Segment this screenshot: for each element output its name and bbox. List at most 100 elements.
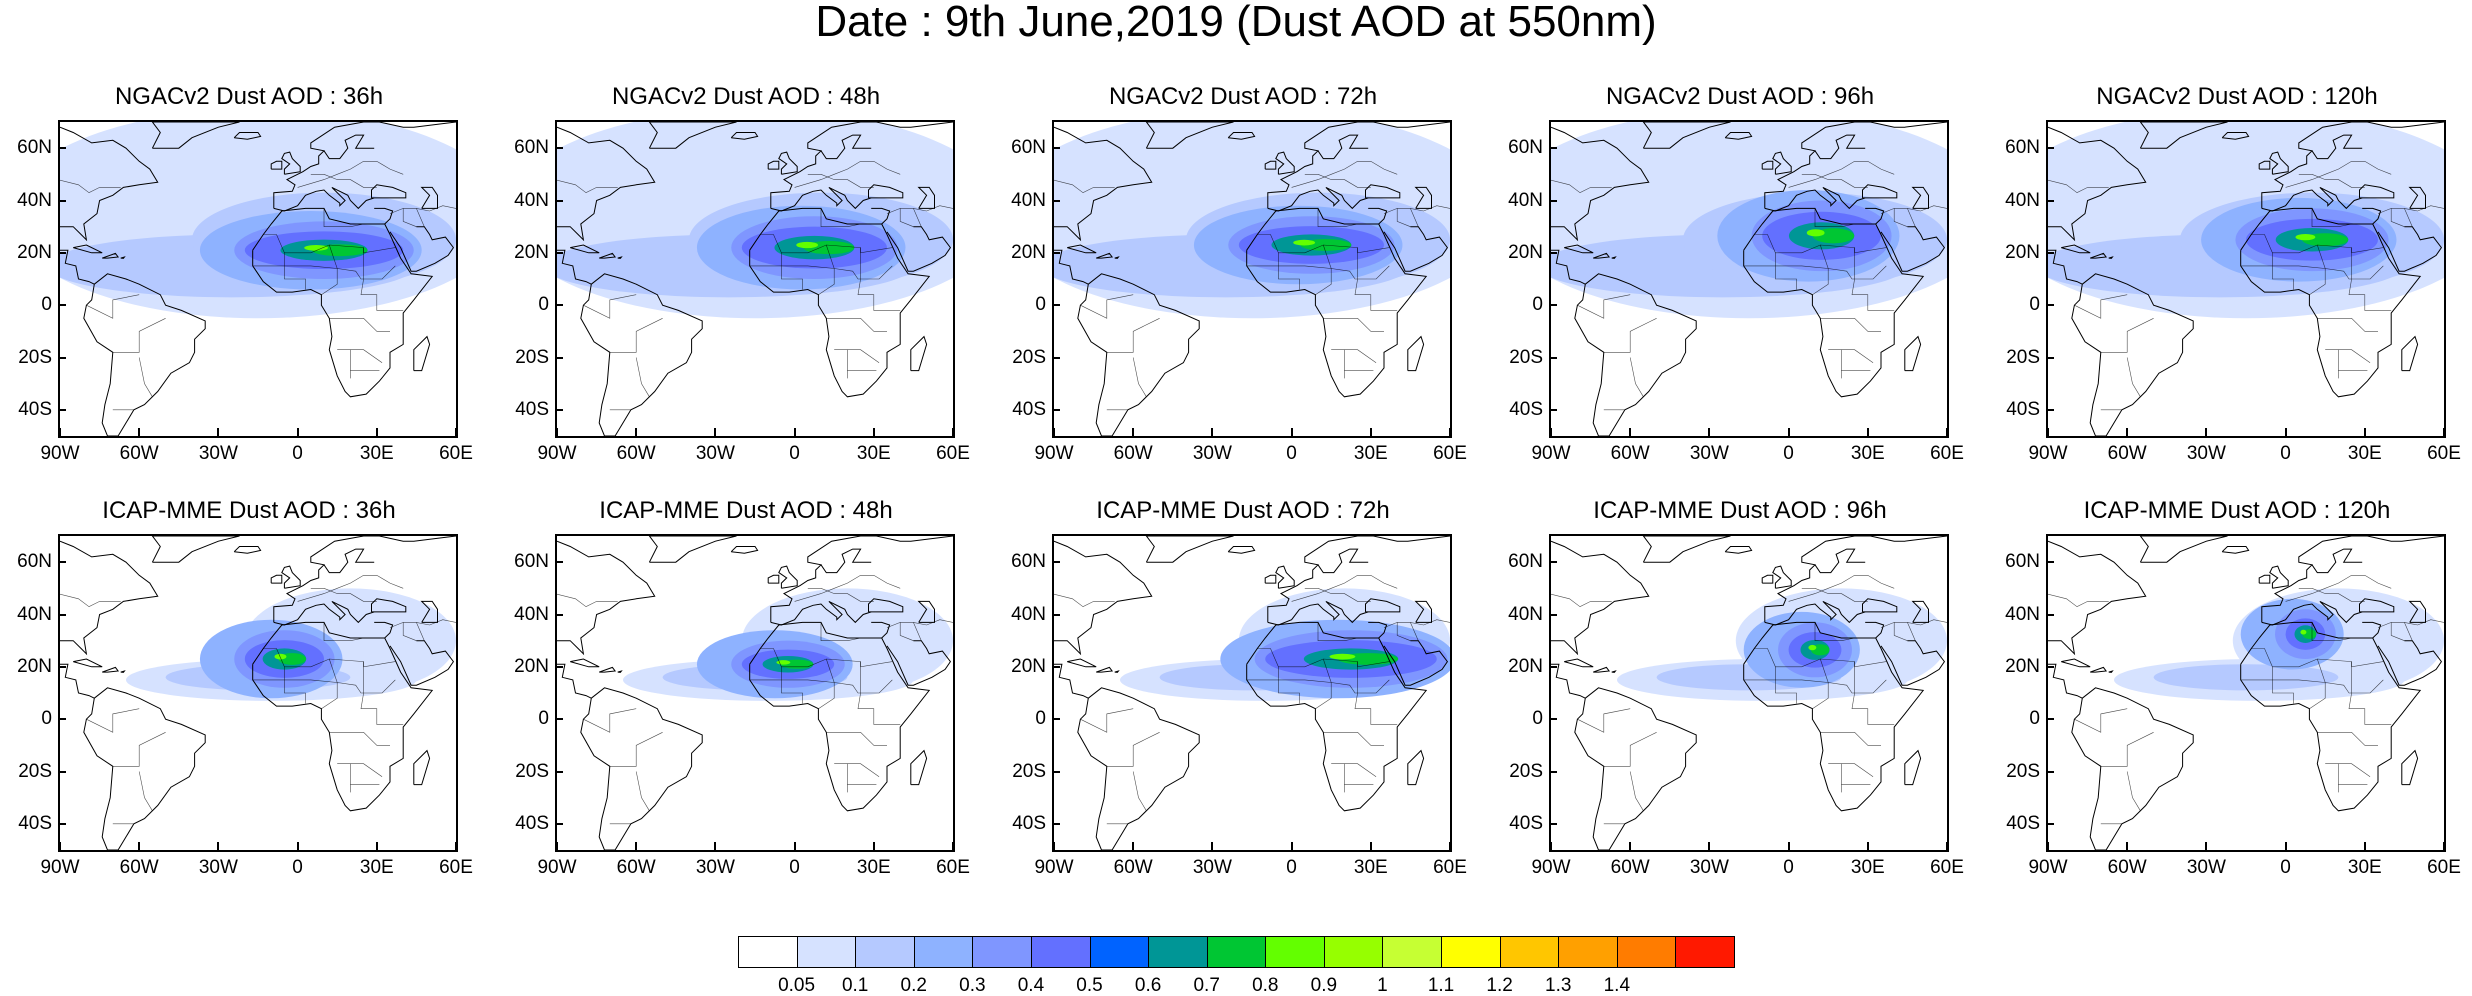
lat-tick-label: 20S	[2006, 760, 2040, 782]
coastline	[371, 184, 407, 199]
aod-field-0.8	[304, 245, 328, 251]
coastline	[1054, 663, 1089, 699]
lon-tick	[952, 428, 954, 436]
country-border	[1278, 252, 1300, 290]
coastline	[1096, 666, 1114, 673]
coastline	[1724, 546, 1753, 554]
country-border	[389, 622, 425, 641]
lon-tick-label: 60E	[1433, 443, 1467, 464]
lon-tick-label: 60E	[2427, 857, 2461, 878]
lat-tick	[555, 199, 563, 202]
country-border	[138, 771, 153, 811]
aod-field-0.8	[274, 653, 287, 660]
colorbar-swatch	[796, 936, 857, 968]
coastline	[1275, 151, 1295, 175]
coastline	[1054, 126, 1153, 242]
coastline	[767, 160, 780, 170]
coastline	[2048, 540, 2147, 656]
coastline	[917, 600, 935, 623]
lat-tick-label: 40N	[2005, 189, 2040, 211]
country-border	[583, 708, 637, 733]
country-border	[2317, 318, 2378, 332]
lon-tick	[1053, 842, 1055, 850]
lat-tick	[2046, 147, 2054, 150]
country-border	[1080, 294, 1134, 319]
lon-tick-label: 90W	[40, 857, 80, 878]
lon-tick	[1132, 428, 1135, 436]
country-border	[1828, 349, 1874, 363]
coastline	[1880, 640, 1946, 686]
coastline	[1642, 536, 1731, 563]
panel-title: NGACv2 Dust AOD : 72h	[1108, 83, 1378, 110]
coastline	[252, 207, 434, 398]
country-border	[1788, 574, 1895, 602]
coastline	[2261, 600, 2363, 626]
coastline	[557, 540, 656, 656]
coastline	[420, 186, 438, 209]
lat-tick	[2046, 251, 2054, 254]
lon-tick-label: 0	[789, 443, 800, 464]
country-border	[2048, 593, 2109, 608]
coastline	[1227, 132, 1256, 140]
colorbar-label: 0.1	[841, 975, 869, 996]
lat-tick	[58, 822, 66, 825]
lon-tick-label: 30E	[1850, 857, 1885, 878]
lat-tick-label: 20S	[2006, 346, 2040, 368]
coastline	[910, 749, 928, 786]
country-border	[818, 658, 835, 709]
lon-tick-label: 60W	[616, 443, 656, 464]
country-border	[807, 587, 874, 602]
country-border	[857, 247, 901, 311]
lat-tick	[2046, 304, 2054, 307]
lat-tick-label: 0	[1035, 294, 1046, 316]
lat-tick-label: 20N	[514, 241, 549, 263]
coastline	[413, 335, 431, 372]
lon-tick	[1211, 428, 1214, 436]
lat-tick-label: 40S	[18, 812, 52, 834]
country-border	[60, 179, 121, 194]
country-border	[1820, 732, 1881, 746]
country-border	[112, 318, 166, 353]
lon-tick	[2443, 428, 2445, 436]
coastline	[389, 640, 455, 686]
lat-tick	[555, 251, 563, 254]
panel-title: NGACv2 Dust AOD : 48h	[611, 83, 881, 110]
coastline	[1383, 640, 1449, 686]
coastline	[2221, 132, 2250, 140]
colorbar-label: 0.2	[900, 975, 927, 996]
panel-title: NGACv2 Dust AOD : 36h	[114, 83, 384, 110]
lon-tick	[2363, 428, 2366, 436]
lon-tick-label: 90W	[1531, 443, 1571, 464]
country-border	[1317, 622, 1358, 641]
country-border	[2317, 732, 2378, 746]
country-border	[781, 666, 803, 704]
lat-tick	[1052, 561, 1060, 564]
lat-tick-label: 20S	[1012, 760, 1046, 782]
lat-tick-label: 0	[538, 708, 549, 730]
country-border	[1788, 160, 1895, 188]
country-border	[2348, 661, 2392, 725]
lon-tick	[455, 842, 457, 850]
country-border	[1291, 160, 1398, 188]
coastline	[1911, 600, 1929, 623]
coastline	[2048, 249, 2083, 285]
lat-tick	[58, 561, 66, 564]
lat-tick-label: 60N	[514, 137, 549, 159]
colorbar-label: 1.3	[1545, 975, 1572, 996]
country-border	[1317, 208, 1358, 227]
country-border	[1603, 318, 1657, 353]
lat-tick-label: 0	[41, 294, 52, 316]
country-border	[2325, 349, 2371, 363]
country-border	[321, 658, 338, 709]
lat-tick-label: 40N	[514, 189, 549, 211]
country-border	[1880, 208, 1916, 227]
lon-tick	[714, 842, 717, 850]
coastline	[60, 249, 95, 285]
lat-tick	[2046, 770, 2054, 773]
lat-tick	[1052, 665, 1060, 668]
lon-tick-label: 0	[2280, 857, 2291, 878]
coastline	[820, 548, 872, 574]
coastline	[648, 122, 737, 149]
country-border	[337, 349, 383, 363]
country-border	[857, 661, 901, 725]
